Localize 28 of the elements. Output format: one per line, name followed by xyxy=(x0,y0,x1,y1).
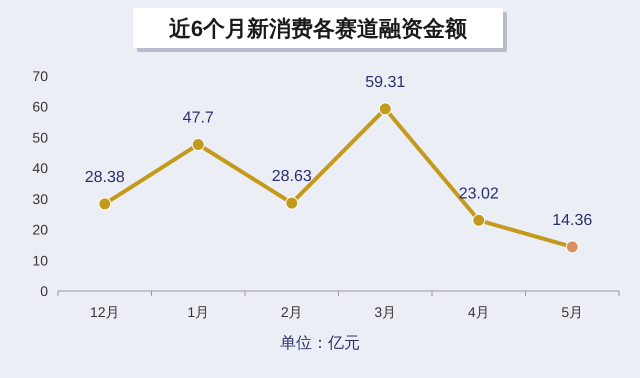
y-tick-label: 70 xyxy=(32,68,48,84)
x-tick-label: 5月 xyxy=(561,304,584,320)
y-tick-label: 20 xyxy=(32,222,48,238)
data-label: 59.31 xyxy=(365,74,406,91)
text: 单位：亿元 xyxy=(280,334,360,352)
y-tick-label: 0 xyxy=(40,283,48,299)
x-tick-label: 12月 xyxy=(90,304,120,320)
y-tick-label: 40 xyxy=(32,160,48,176)
x-tick-label: 4月 xyxy=(468,304,490,320)
data-label: 28.38 xyxy=(84,168,125,186)
y-tick-label: 60 xyxy=(32,98,48,115)
data-label: 28.63 xyxy=(272,168,312,186)
x-tick-label: 3月 xyxy=(374,304,396,320)
data-label: 14.36 xyxy=(552,212,592,229)
x-tick-label: 2月 xyxy=(280,304,303,320)
point xyxy=(285,196,298,210)
point xyxy=(192,138,205,151)
chart-title: 近6个月新消费各赛道融资金额 xyxy=(168,16,468,41)
point xyxy=(378,102,392,116)
y-tick-label: 50 xyxy=(32,129,48,146)
point xyxy=(472,214,486,227)
data-label: 23.02 xyxy=(458,185,499,202)
point xyxy=(566,240,579,254)
data-label: 47.7 xyxy=(182,109,214,126)
y-tick-label: 30 xyxy=(32,190,48,207)
y-tick-label: 10 xyxy=(32,252,48,268)
point xyxy=(98,197,112,210)
x-tick-label: 1月 xyxy=(187,304,210,320)
